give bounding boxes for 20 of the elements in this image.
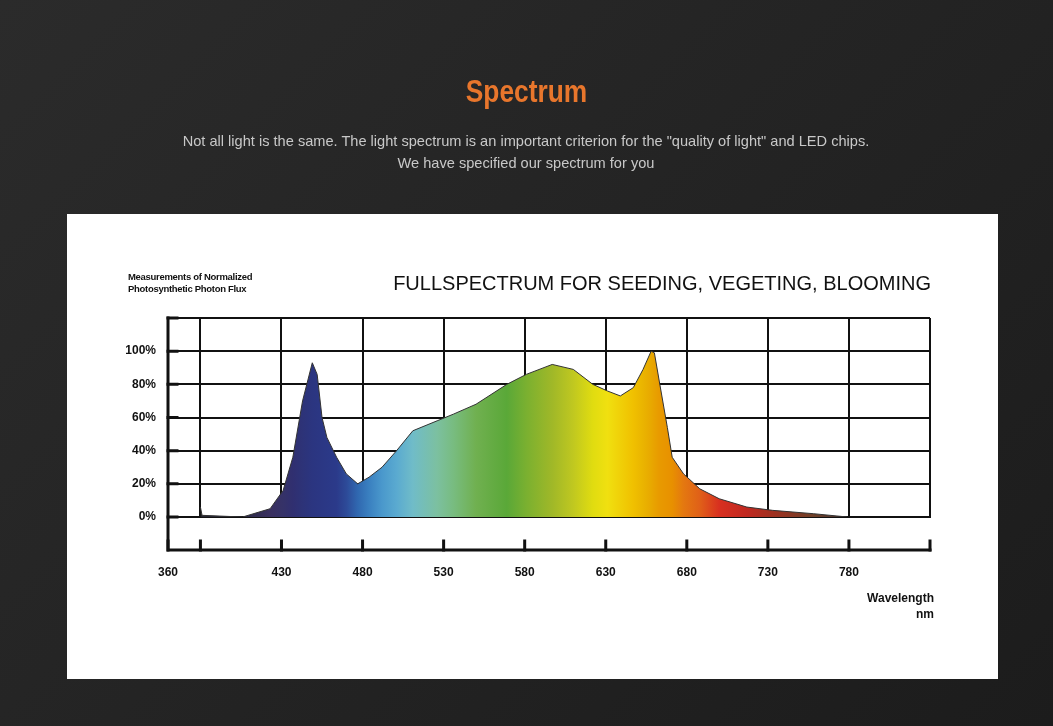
x-tick-label: 730: [757, 564, 779, 579]
x-tick-label: 430: [271, 564, 292, 579]
y-axis-title: Measurements of Normalized Photosynthetic Photon Flux: [128, 271, 254, 295]
y-tick-label: 80%: [131, 376, 157, 391]
x-tick-label: 580: [514, 564, 536, 579]
x-tick-label: 680: [676, 564, 698, 579]
x-axis-title: Wavelength nm: [866, 590, 934, 622]
text: FULLSPECTRUM FOR SEEDING, VEGETING, BLOOMING: [393, 272, 931, 295]
y-tick-label: 20%: [131, 476, 157, 491]
x-tick-label: 530: [433, 564, 454, 579]
x-tick-label: 630: [595, 564, 617, 579]
y-tick-label: 60%: [131, 409, 157, 424]
chart-title: Spectrum: [464, 74, 589, 110]
x-tick-label: 780: [838, 564, 860, 579]
x-tick-label: 360: [157, 564, 179, 579]
x-tick-label: 480: [352, 564, 373, 579]
chart-subtitle: Not all light is the same. The light spectrum is an important criterion for the "quality of light" and LED chips. We have specified our spectrum for you: [181, 132, 871, 173]
y-tick-label: 0%: [138, 509, 157, 524]
y-tick-label: 100%: [125, 343, 157, 358]
y-tick-label: 40%: [131, 442, 157, 457]
